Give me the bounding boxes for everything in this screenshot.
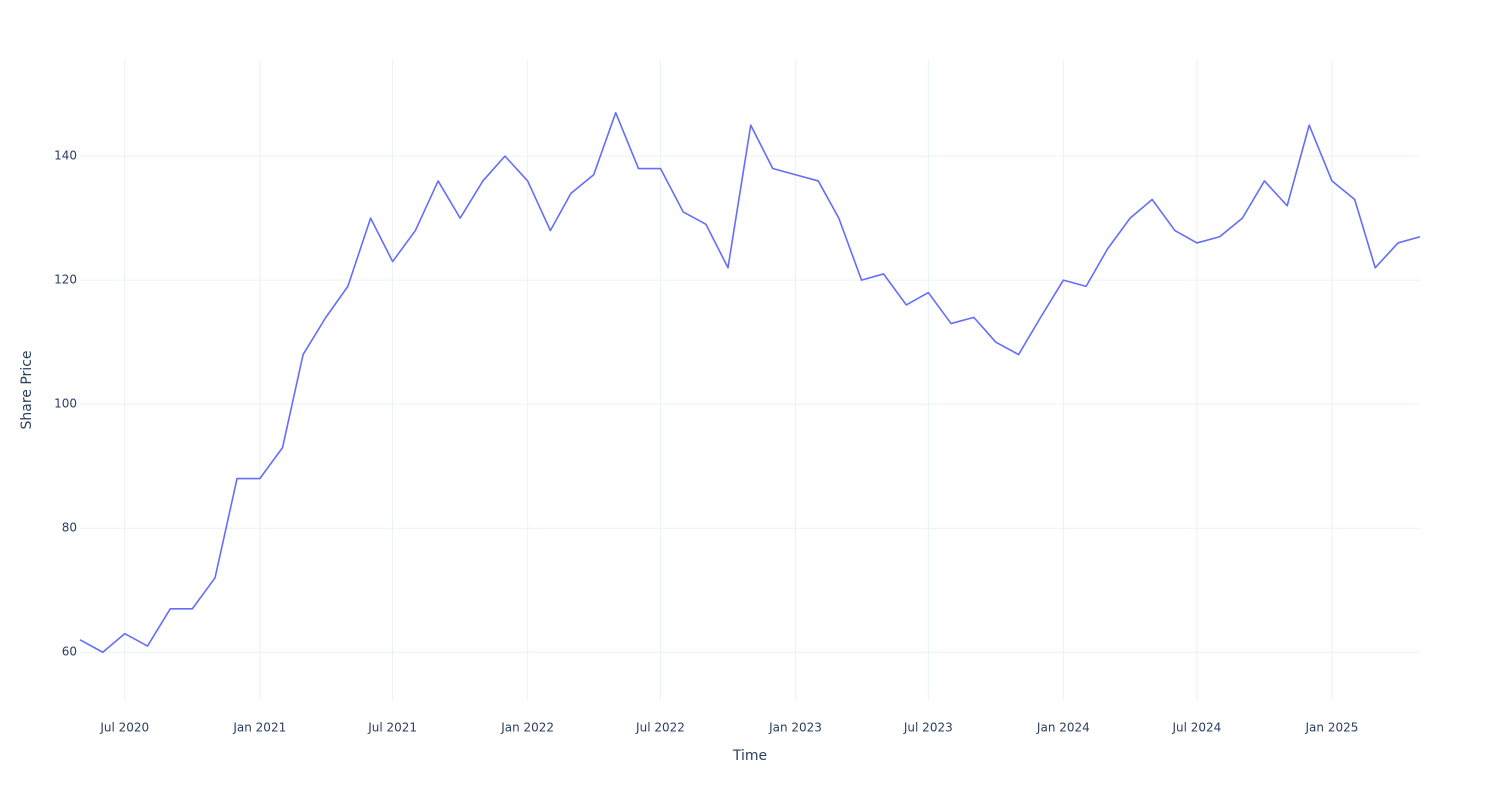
y-tick-label: 140 <box>54 149 77 163</box>
x-axis-title: Time <box>732 748 767 764</box>
x-tick-label: Jan 2024 <box>1036 721 1090 735</box>
x-tick-label: Jul 2024 <box>1171 721 1221 735</box>
x-tick-label: Jul 2023 <box>903 721 953 735</box>
y-tick-label: 60 <box>62 645 77 659</box>
price-line <box>79 111 1421 654</box>
x-tick-label: Jan 2021 <box>232 721 286 735</box>
x-tick-label: Jan 2023 <box>768 721 822 735</box>
x-tick-label: Jul 2021 <box>367 721 417 735</box>
x-tick-label: Jan 2022 <box>500 721 554 735</box>
y-tick-label: 100 <box>54 397 77 411</box>
x-tick-label: Jul 2020 <box>99 721 149 735</box>
y-tick-label: 120 <box>54 273 77 287</box>
y-tick-label: 80 <box>62 521 77 535</box>
x-tick-label: Jul 2022 <box>635 721 685 735</box>
y-axis-title: Share Price <box>19 350 35 429</box>
x-tick-label: Jan 2025 <box>1305 721 1359 735</box>
